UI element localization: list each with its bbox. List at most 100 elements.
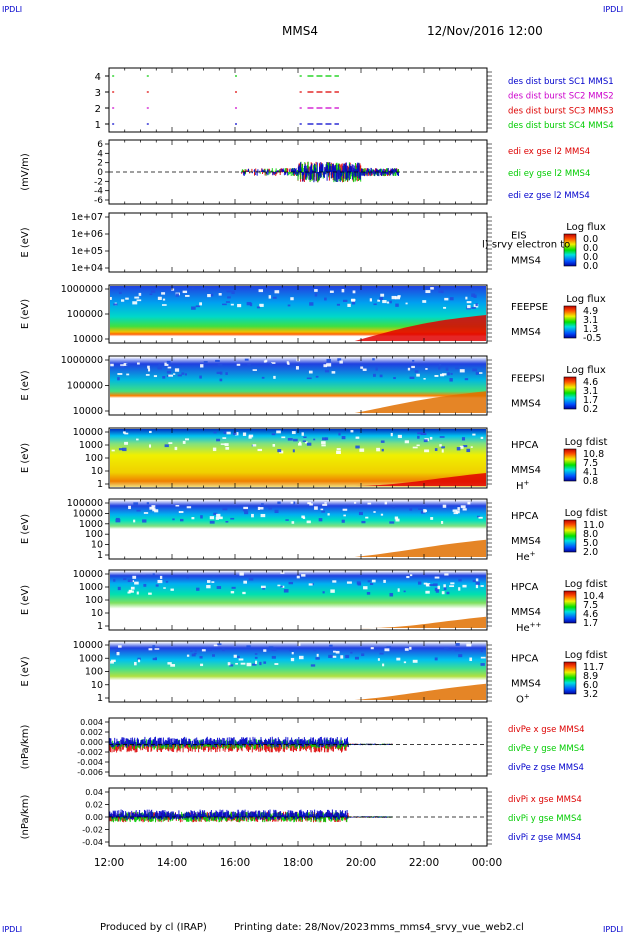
hpca_hepp-speckle [406, 576, 410, 579]
hpca_o-ytick-label: 10000 [73, 640, 103, 651]
hpca_o-speckle [379, 652, 384, 655]
feepse-speckle [171, 288, 175, 291]
hpca_he-speckle [430, 517, 434, 520]
hpca_h-speckle [301, 432, 304, 436]
hpca_o-speckle [227, 662, 231, 666]
feepsi-speckle [273, 375, 276, 379]
feepsi-ytick-label: 1000000 [61, 355, 103, 366]
hpca_hepp-speckle [437, 585, 441, 590]
feepsi-speckle [412, 359, 415, 362]
divpi-ylabel: (nPa/km) [20, 795, 31, 840]
feepse-speckle [352, 290, 356, 294]
hpca_h-speckle [417, 435, 420, 439]
hpca_o-speckle [167, 662, 172, 665]
hpca_he-speckle [261, 503, 264, 505]
hpca_h-speckle [252, 444, 257, 447]
feepsi-colorbar-value: 1.7 [583, 395, 598, 406]
hpca_he-speckle [259, 507, 264, 510]
hpca_he-ytick-label: 1 [97, 550, 103, 561]
hpca_he-speckle [450, 506, 454, 510]
feepsi-ytick-label: 100000 [67, 381, 103, 392]
eis-colorbar-value: 0.0 [583, 234, 598, 245]
hpca_h-ytick-label: 10 [91, 466, 103, 477]
feepse-speckle [230, 303, 234, 306]
feepse-speckle [347, 303, 351, 307]
burst-ytick-label: 1 [95, 120, 101, 131]
hpca_o-speckle [480, 663, 485, 666]
feepse-speckle [157, 296, 162, 300]
feepsi-speckle [158, 364, 161, 366]
feepse-speckle [465, 296, 468, 300]
eis-ytick-label: 1e+07 [71, 212, 103, 223]
edi-ytick-label: 2 [97, 159, 103, 169]
hpca_h-colorbar-value: 0.8 [583, 476, 598, 487]
feepsi-colorbar [563, 376, 577, 410]
hpca_he-speckle [180, 518, 184, 522]
hpca_he-speckle [452, 509, 458, 512]
hpca_o-speckle [213, 644, 218, 647]
hpca_hepp-speckle [371, 579, 376, 583]
feepse-ytick-label: 10000 [73, 334, 103, 345]
hpca_o-speckle [377, 658, 380, 661]
hpca_o-speckle [235, 662, 238, 665]
feepse-speckle [132, 301, 138, 305]
burst-legend-entry: des dist burst SC2 MMS2 [508, 92, 614, 102]
hpca_h-speckle [242, 432, 247, 436]
hpca_h-speckle [149, 430, 152, 434]
hpca_hepp-ytick-label: 1 [97, 621, 103, 632]
hpca_o-speckle [254, 656, 258, 659]
hpca_hepp-speckle [211, 581, 215, 583]
footer-produced: Produced by cl (IRAP) [100, 922, 207, 933]
hpca_h-colorbar-title: Log fdist [565, 437, 608, 448]
hpca_h-speckle [277, 449, 282, 453]
hpca_hepp-speckle [239, 572, 244, 576]
hpca_he-speckle [343, 514, 346, 517]
hpca_hepp-speckle [383, 579, 386, 583]
feepsi-speckle [117, 377, 120, 381]
hpca_h-speckle [248, 435, 252, 439]
hpca_o-speckle [288, 649, 294, 652]
feepsi-speckle [181, 372, 185, 375]
spacecraft-title: MMS4 [282, 24, 318, 38]
hpca_he-speckle [457, 507, 460, 511]
hpca_he-speckle [215, 516, 220, 520]
hpca_he-speckle [128, 505, 131, 510]
hpca_hepp-speckle [475, 578, 479, 582]
feepse-speckle [373, 303, 377, 306]
feepsi-instrument-label: FEEPSI [511, 374, 545, 385]
hpca_he-speckle [251, 513, 254, 518]
feepsi-speckle [148, 368, 151, 372]
hpca_o-ytick-label: 100 [85, 667, 103, 678]
hpca_he-speckle [257, 506, 260, 510]
hpca_he-speckle [307, 502, 312, 505]
hpca_hepp-speckle [248, 577, 254, 581]
hpca_h-speckle [338, 432, 341, 436]
hpca_h-speckle [124, 441, 129, 445]
hpca_o-speckle [315, 657, 320, 660]
hpca_hepp-speckle [206, 585, 211, 589]
feepse-speckle [290, 297, 294, 301]
corner-label-bl: IPDLI [2, 925, 22, 934]
hpca_h-speckle [164, 444, 169, 448]
feepse-speckle [191, 287, 194, 290]
hpca_hepp-spacecraft-label: MMS4 [511, 607, 541, 618]
hpca_h-colorbar-value: 7.5 [583, 458, 598, 469]
hpca_h-speckle [136, 438, 139, 441]
hpca_he-spacecraft-label: MMS4 [511, 536, 541, 547]
edi-ytick-label: -4 [94, 187, 103, 197]
hpca_he-speckle [395, 518, 400, 522]
feepse-ytick-label: 1000000 [61, 284, 103, 295]
hpca_h-speckle [281, 436, 286, 439]
eis-colorbar-value: 0.0 [583, 243, 598, 254]
hpca_h-speckle [118, 448, 124, 451]
hpca_h-speckle [302, 440, 306, 443]
hpca_hepp-spectrogram [110, 571, 486, 629]
hpca_h-speckle [381, 448, 384, 452]
hpca_h-speckle [355, 436, 360, 439]
edi-ytick-label: -6 [94, 196, 103, 206]
feepsi-speckle [362, 368, 367, 371]
hpca_hepp-speckle [129, 590, 134, 593]
hpca_o-ytick-label: 1 [97, 693, 103, 704]
panel-hpca_h: 10000 1000 100 10 1 E (eV) HPCA MMS4 H+ Log fdist… [20, 427, 607, 492]
feepse-speckle [199, 302, 203, 306]
